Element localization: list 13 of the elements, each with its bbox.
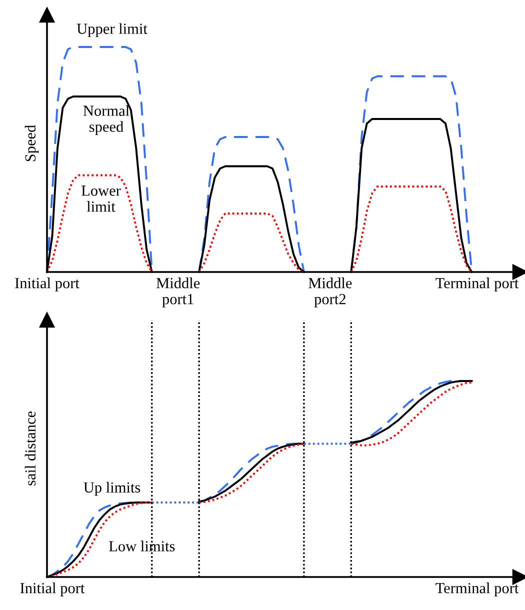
x-tick-label: Terminal port xyxy=(436,582,519,596)
y-axis-title: sail distance xyxy=(24,411,36,486)
x-tick-label: Initial port xyxy=(20,582,85,596)
series-label: Up limits xyxy=(84,482,140,496)
series-label: Lower limit xyxy=(82,186,121,212)
x-tick-label: Middle port1 xyxy=(156,278,200,308)
series-label: Normal speed xyxy=(83,105,130,136)
x-tick-label: Terminal port xyxy=(436,278,519,292)
series-label: Upper limit xyxy=(76,23,148,38)
y-axis-title: Speed xyxy=(24,125,39,162)
x-tick-label: Initial port xyxy=(15,278,80,292)
series-label: Low limits xyxy=(109,540,175,552)
x-tick-label: Middle port2 xyxy=(308,278,352,308)
